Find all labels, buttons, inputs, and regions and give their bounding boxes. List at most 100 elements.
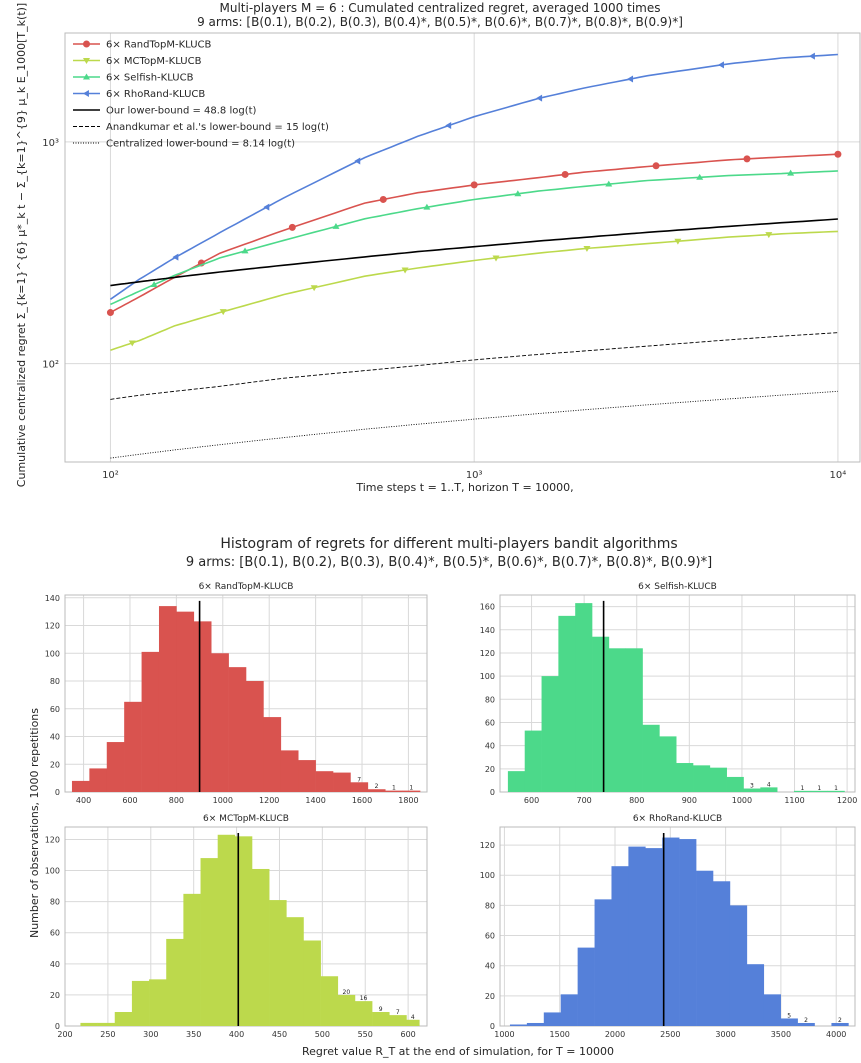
y-tick-label: 20: [50, 991, 60, 1000]
y-tick-label: 40: [50, 733, 60, 742]
histogram-bar: [263, 717, 282, 792]
x-tick-label: 10²: [102, 470, 119, 481]
histogram-bar: [642, 724, 660, 792]
bin-count-label: 1: [817, 785, 821, 792]
histogram-bar: [746, 964, 765, 1026]
data-point: [332, 222, 340, 229]
legend-label: 6× Selfish-KLUCB: [106, 73, 194, 84]
data-point: [674, 238, 682, 245]
bin-count-label: 4: [767, 781, 771, 788]
y-tick-label: 10³: [42, 138, 59, 149]
histogram-bar: [106, 742, 125, 792]
y-tick-label: 100: [45, 649, 60, 658]
y-tick-label: 120: [45, 835, 60, 844]
histogram-bar: [246, 681, 264, 792]
histogram-bar: [645, 848, 663, 1026]
y-tick-label: 0: [490, 1022, 495, 1031]
y-tick-label: 20: [485, 765, 495, 774]
histogram-bar: [354, 1001, 373, 1026]
bin-count-label: 3: [750, 783, 754, 790]
x-tick-label: 1600: [352, 796, 372, 805]
line-chart-xlabel: Time steps t = 1..T, horizon T = 10000,: [355, 481, 573, 494]
data-point: [536, 94, 543, 102]
data-point: [561, 170, 569, 178]
y-tick-label: 60: [485, 932, 495, 941]
data-point: [310, 285, 318, 292]
series-line: [110, 390, 838, 459]
y-tick-label: 40: [485, 962, 495, 971]
histogram-bar: [320, 976, 339, 1026]
data-point: [470, 181, 478, 189]
histogram-ylabel: Number of observations, 1000 repetitions: [28, 708, 41, 938]
histogram-bar: [337, 994, 356, 1026]
legend-label: Centralized lower-bound = 8.14 log(t): [106, 139, 295, 150]
histogram-bar: [526, 1022, 545, 1026]
histogram-bar: [183, 893, 201, 1026]
histogram-bar: [402, 790, 421, 792]
x-tick-label: 10³: [466, 470, 483, 481]
histogram-subtitle: 9 arms: [B(0.1), B(0.2), B(0.3), B(0.4)*…: [186, 555, 712, 570]
data-point: [150, 281, 158, 288]
histogram-bar: [726, 776, 744, 792]
x-tick-label: 450: [272, 1030, 287, 1039]
bin-count-label: 2: [838, 1017, 842, 1024]
data-point: [514, 190, 522, 197]
y-tick-label: 100: [480, 871, 495, 880]
histogram-bar: [71, 780, 90, 792]
data-point: [605, 180, 613, 187]
x-tick-label: 1500: [550, 1030, 570, 1039]
data-point: [106, 309, 114, 317]
histogram-bar: [234, 836, 253, 1026]
line-plot-frame: [64, 32, 861, 463]
bin-count-label: 20: [343, 989, 351, 996]
histogram-subtitle: 6× RhoRand-KLUCB: [633, 814, 722, 824]
legend-label: Our lower-bound = 48.8 log(t): [106, 106, 257, 117]
x-tick-label: 1100: [784, 796, 804, 805]
data-point: [241, 247, 249, 254]
x-tick-label: 300: [143, 1030, 158, 1039]
histogram-bar: [780, 1018, 798, 1026]
histogram-bar: [507, 771, 526, 792]
data-point: [83, 58, 90, 64]
bin-count-label: 1: [800, 785, 804, 792]
histogram-bar: [608, 648, 626, 792]
series-6: [110, 332, 838, 400]
histogram-bar: [625, 648, 643, 792]
series-line: [110, 230, 838, 351]
data-point: [696, 173, 704, 180]
y-tick-label: 0: [55, 788, 60, 797]
legend-label: 6× MCTopM-KLUCB: [106, 56, 202, 67]
x-tick-label: 200: [57, 1030, 72, 1039]
data-point: [445, 122, 452, 130]
y-tick-label: 0: [490, 788, 495, 797]
data-point: [718, 61, 724, 69]
y-tick-label: 100: [480, 672, 495, 681]
x-tick-label: 1000: [494, 1030, 514, 1039]
histogram-bar: [760, 787, 778, 792]
data-point: [765, 232, 773, 239]
histogram-bar: [269, 900, 287, 1026]
x-tick-label: 550: [358, 1030, 373, 1039]
x-tick-label: 1000: [213, 796, 233, 805]
y-tick-label: 20: [485, 992, 495, 1001]
data-point: [743, 155, 751, 163]
x-tick-label: 800: [629, 796, 644, 805]
histogram-bar: [831, 1022, 849, 1026]
histogram-bar: [594, 899, 612, 1026]
histogram-xlabel: Regret value R_T at the end of simulatio…: [302, 1045, 614, 1058]
histogram-bar: [810, 790, 828, 792]
histogram-bar: [114, 1012, 133, 1026]
data-point: [83, 90, 89, 97]
data-point: [401, 267, 409, 274]
histogram-bar: [592, 636, 610, 792]
data-point: [288, 223, 296, 231]
histogram-bar: [575, 603, 593, 792]
x-tick-label: 250: [100, 1030, 115, 1039]
data-point: [128, 340, 136, 347]
histogram-panel-3: 200 250 300 350 400 450 500 550 600 0 20 40 60 80 100 1…: [45, 814, 428, 1039]
data-point: [652, 162, 660, 170]
y-tick-label: 40: [485, 742, 495, 751]
series-line: [110, 332, 838, 400]
x-tick-label: 600: [524, 796, 539, 805]
data-point: [354, 157, 361, 165]
